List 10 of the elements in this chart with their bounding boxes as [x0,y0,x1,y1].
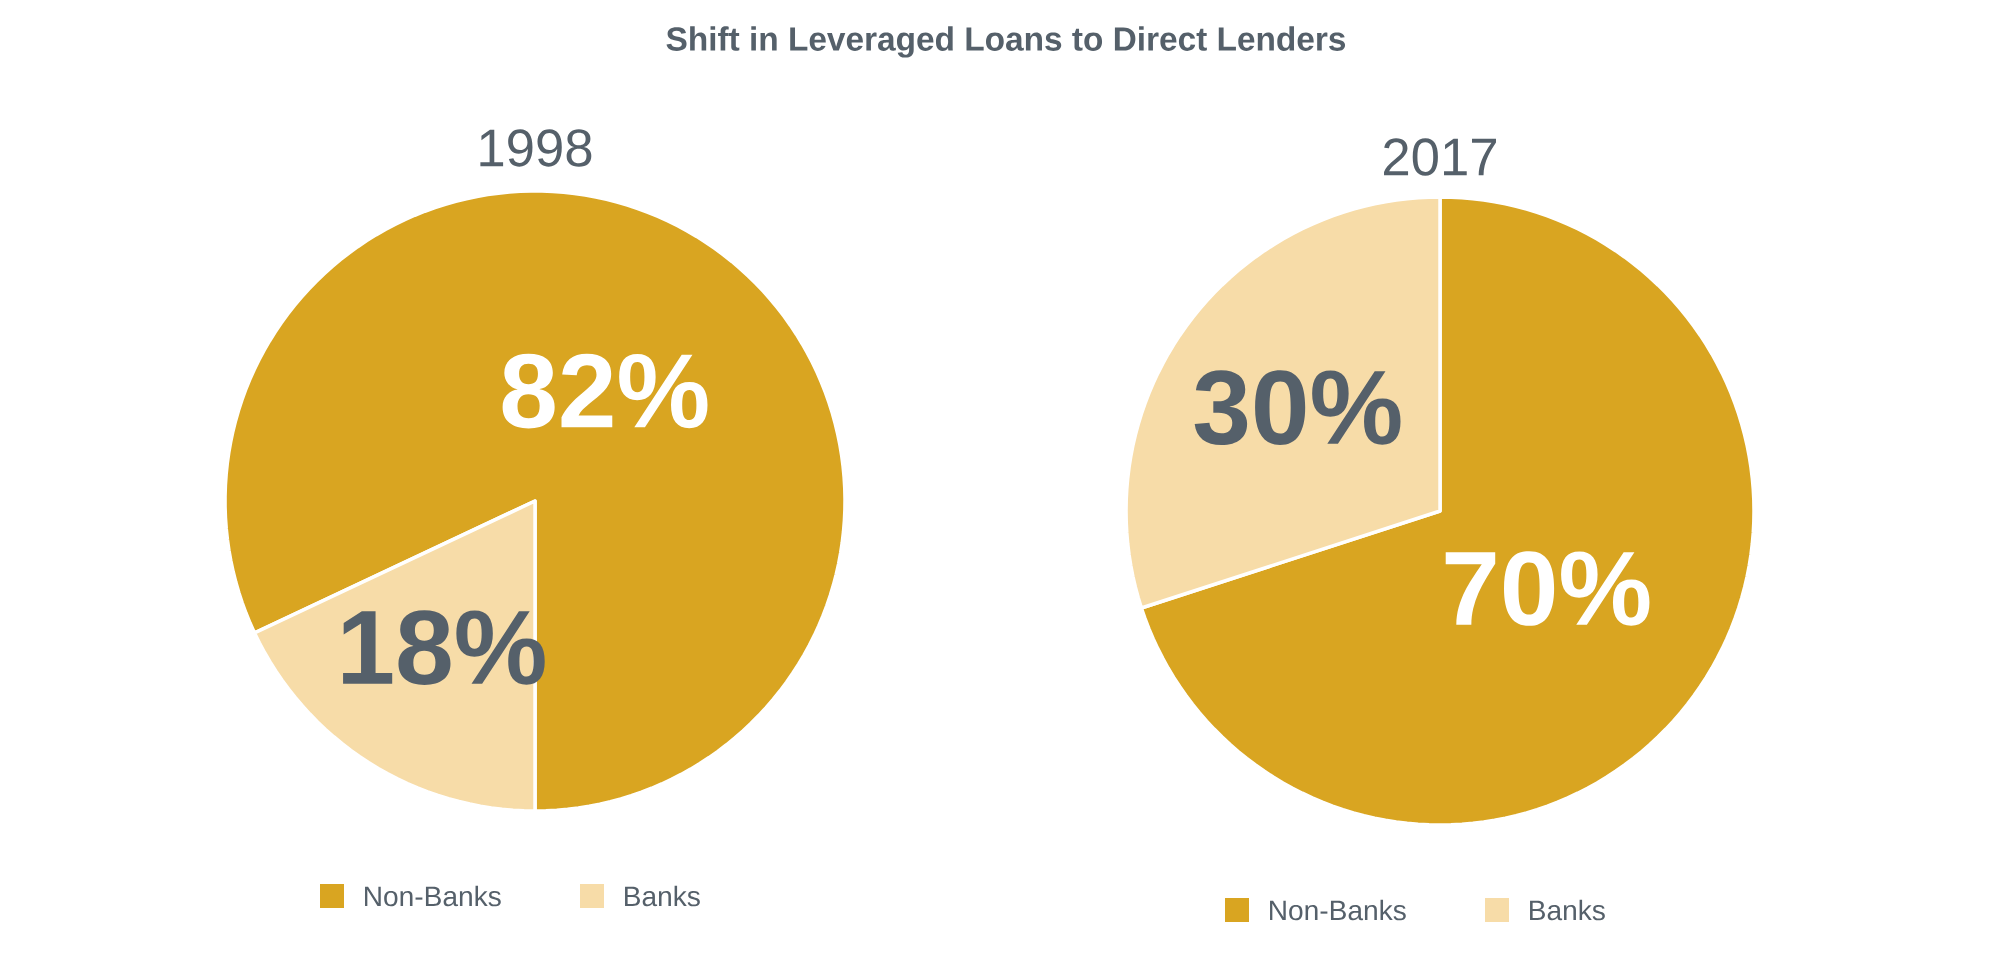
text: Shift in Leveraged Loans to Direct Lenders [666,26,1346,58]
data-label: 70% [1445,551,1650,626]
data-label: 30% [1194,370,1401,445]
legend-label: Non-Banks [365,885,501,907]
chart-subtitle: 1998 [480,129,592,167]
chart-subtitle: 2017 [1384,138,1496,176]
legend-label: Banks [625,885,700,907]
legend-label: Banks [1530,899,1605,921]
legend-label: Non-Banks [1270,899,1406,921]
data-label: 82% [502,353,708,429]
